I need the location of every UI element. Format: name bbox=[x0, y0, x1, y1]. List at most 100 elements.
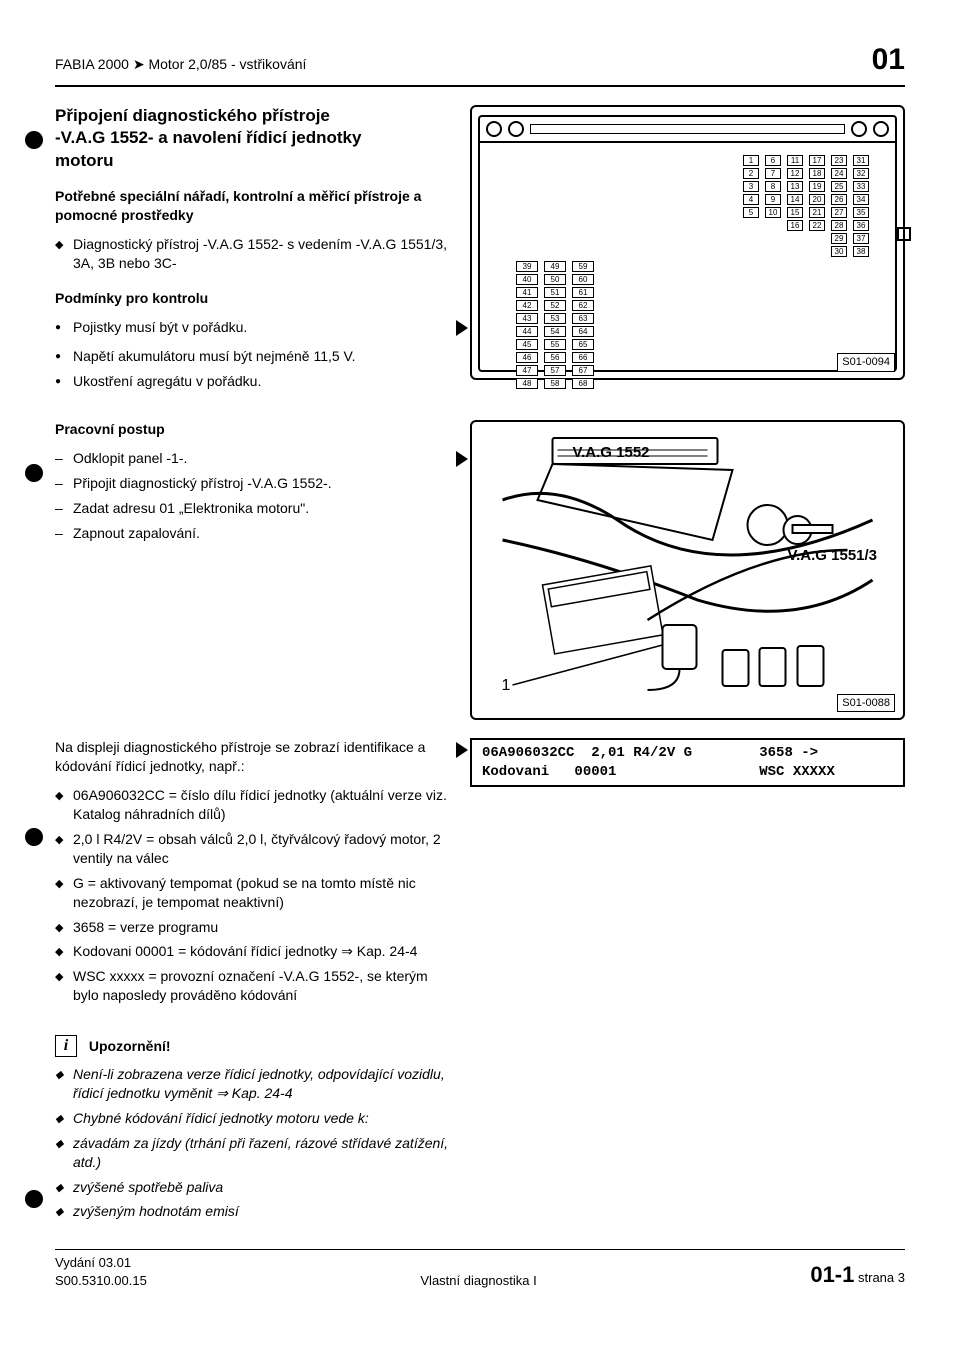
footer-left: Vydání 03.01 S00.5310.00.15 bbox=[55, 1254, 147, 1289]
condition-item: Ukostření agregátu v pořádku. bbox=[73, 372, 450, 391]
pointer-arrow-icon bbox=[456, 451, 468, 467]
fuse-cell: 47 bbox=[516, 365, 538, 376]
fuse-cell: 21 bbox=[809, 207, 825, 218]
fuse-cell: 32 bbox=[853, 168, 869, 179]
fuse-cell: 35 bbox=[853, 207, 869, 218]
diagnostic-display: 06A906032CC 2,01 R4/2V G 3658 -> Kodovan… bbox=[470, 738, 905, 786]
condition-item: Pojistky musí být v pořádku. bbox=[73, 318, 450, 337]
margin-dot-icon bbox=[25, 1190, 43, 1208]
fuse-cell: 43 bbox=[516, 313, 538, 324]
fuse-cell: 33 bbox=[853, 181, 869, 192]
fuse-cell: 14 bbox=[787, 194, 803, 205]
fuse-cell: 4 bbox=[743, 194, 759, 205]
fuse-cell: 6 bbox=[765, 155, 781, 166]
fuse-cell: 58 bbox=[544, 378, 566, 389]
slot-icon bbox=[530, 124, 845, 134]
required-tools-list: Diagnostický přístroj -V.A.G 1552- s ved… bbox=[55, 235, 450, 273]
fuse-cell: 68 bbox=[572, 378, 594, 389]
conditions-heading: Podmínky pro kontrolu bbox=[55, 289, 450, 308]
fuse-cell: 30 bbox=[831, 246, 847, 257]
fuse-cell: 57 bbox=[544, 365, 566, 376]
procedure-step: Odklopit panel -1-. bbox=[73, 449, 450, 468]
margin-dot-icon bbox=[25, 131, 43, 149]
procedure-step: Zadat adresu 01 „Elektronika motoru". bbox=[73, 499, 450, 518]
footer-right: 01-1 strana 3 bbox=[810, 1260, 905, 1290]
fuse-cell: 10 bbox=[765, 207, 781, 218]
fuse-cell: 25 bbox=[831, 181, 847, 192]
fuse-cell: 42 bbox=[516, 300, 538, 311]
fuse-cell: 22 bbox=[809, 220, 825, 231]
fuse-cell: 52 bbox=[544, 300, 566, 311]
chapter-number: 01 bbox=[872, 40, 905, 81]
fuse-cell: 2 bbox=[743, 168, 759, 179]
fuse-cell: 51 bbox=[544, 287, 566, 298]
fuse-cell: 54 bbox=[544, 326, 566, 337]
fuse-cell: 44 bbox=[516, 326, 538, 337]
fuse-cell: 9 bbox=[765, 194, 781, 205]
explain-item: Kodovani 00001 = kódování řídicí jednotk… bbox=[73, 942, 450, 961]
tool-item: Diagnostický přístroj -V.A.G 1552- s ved… bbox=[73, 235, 450, 273]
display-intro: Na displeji diagnostického přístroje se … bbox=[55, 738, 450, 776]
note-item: zvýšeným hodnotám emisí bbox=[73, 1202, 455, 1221]
fuse-cell: 27 bbox=[831, 207, 847, 218]
pointer-arrow-icon bbox=[456, 742, 468, 758]
explain-item: 3658 = verze programu bbox=[73, 918, 450, 937]
explain-item: G = aktivovaný tempomat (pokud se na tom… bbox=[73, 874, 450, 912]
fuse-cell: 31 bbox=[853, 155, 869, 166]
fuse-cell: 8 bbox=[765, 181, 781, 192]
fuse-cell: 63 bbox=[572, 313, 594, 324]
knob-icon bbox=[508, 121, 524, 137]
page-header: FABIA 2000 ➤ Motor 2,0/85 - vstřikování … bbox=[55, 40, 905, 87]
fuse-cell: 59 bbox=[572, 261, 594, 272]
callout-1: 1 bbox=[502, 677, 511, 694]
fuse-cell: 67 bbox=[572, 365, 594, 376]
fuse-cell: 55 bbox=[544, 339, 566, 350]
fuse-cell: 62 bbox=[572, 300, 594, 311]
pointer-arrow-icon bbox=[456, 320, 468, 336]
procedure-heading: Pracovní postup bbox=[55, 420, 450, 439]
fuse-cell: 65 bbox=[572, 339, 594, 350]
note-item: Není-li zobrazena verze řídicí jednotky,… bbox=[73, 1065, 455, 1103]
knob-icon bbox=[873, 121, 889, 137]
fuse-cell: 15 bbox=[787, 207, 803, 218]
fuse-cell: 23 bbox=[831, 155, 847, 166]
margin-dot-icon bbox=[25, 464, 43, 482]
note-item: závadám za jízdy (trhání při řazení, ráz… bbox=[73, 1134, 455, 1172]
procedure-list: Odklopit panel -1-. Připojit diagnostick… bbox=[55, 449, 450, 543]
fuse-cell: 39 bbox=[516, 261, 538, 272]
fuse-cell: 61 bbox=[572, 287, 594, 298]
fuse-cell: 41 bbox=[516, 287, 538, 298]
fuse-cell: 16 bbox=[787, 220, 803, 231]
fuse-cell: 11 bbox=[787, 155, 803, 166]
device-1551-label: V.A.G 1551/3 bbox=[788, 547, 878, 564]
display-explain-list: 06A906032CC = číslo dílu řídicí jednotky… bbox=[55, 786, 450, 1005]
explain-item: 2,0 l R4/2V = obsah válců 2,0 l, čtyřvál… bbox=[73, 830, 450, 868]
procedure-step: Zapnout zapalování. bbox=[73, 524, 450, 543]
diag-device-svg: V.A.G 1552 bbox=[480, 430, 895, 710]
fuse-cell: 24 bbox=[831, 168, 847, 179]
fuse-cell: 26 bbox=[831, 194, 847, 205]
fuse-cell: 64 bbox=[572, 326, 594, 337]
note-list: Není-li zobrazena verze řídicí jednotky,… bbox=[55, 1065, 455, 1221]
info-icon: i bbox=[55, 1035, 77, 1057]
fuse-cell: 48 bbox=[516, 378, 538, 389]
fuse-cell: 45 bbox=[516, 339, 538, 350]
fuse-cell: 29 bbox=[831, 233, 847, 244]
fuse-cell: 17 bbox=[809, 155, 825, 166]
fuse-cell: 19 bbox=[809, 181, 825, 192]
note-item: zvýšené spotřebě paliva bbox=[73, 1178, 455, 1197]
fuse-cell: 18 bbox=[809, 168, 825, 179]
fuse-cell: 60 bbox=[572, 274, 594, 285]
fuse-cell: 46 bbox=[516, 352, 538, 363]
fuse-cell: 56 bbox=[544, 352, 566, 363]
conditions-list: Pojistky musí být v pořádku. Napětí akum… bbox=[55, 318, 450, 391]
knob-icon bbox=[486, 121, 502, 137]
fuse-cell: 20 bbox=[809, 194, 825, 205]
fuse-cell: 37 bbox=[853, 233, 869, 244]
fuse-cell: 28 bbox=[831, 220, 847, 231]
fuse-cell: 40 bbox=[516, 274, 538, 285]
fuse-cell: 12 bbox=[787, 168, 803, 179]
condition-item: Napětí akumulátoru musí být nejméně 11,5… bbox=[73, 347, 450, 366]
fuse-cell: 38 bbox=[853, 246, 869, 257]
fusebox-figure: 12345 678910 111213141516 171819202122 2… bbox=[470, 105, 905, 380]
